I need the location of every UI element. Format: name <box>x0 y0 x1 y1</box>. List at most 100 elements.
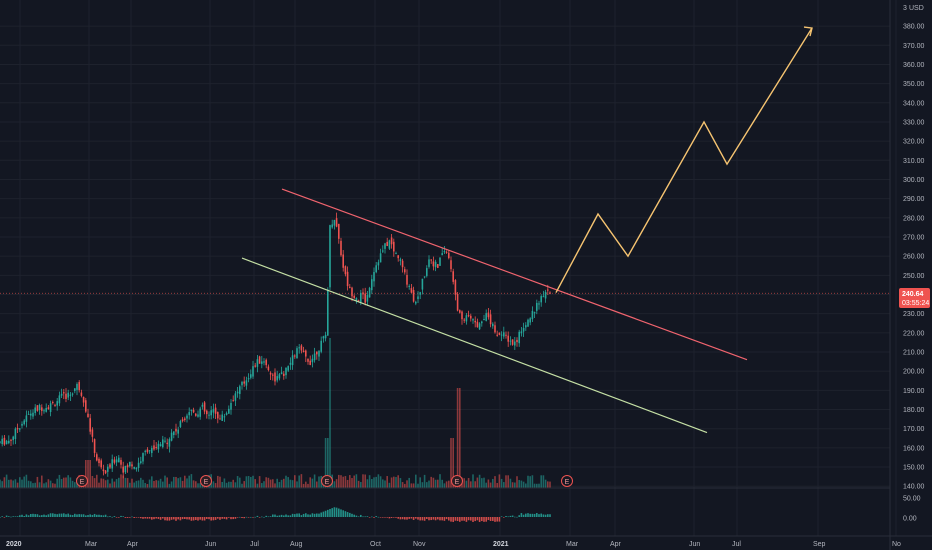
volume-bar <box>102 478 105 488</box>
candle-body <box>45 407 47 412</box>
price-tick-label: 380.00 <box>903 24 925 31</box>
volume-bar <box>254 479 256 488</box>
volume-bar <box>474 481 476 488</box>
oscillator-bar <box>294 514 296 517</box>
volume-bar <box>228 481 230 488</box>
oscillator-bar <box>107 516 109 518</box>
candle-body <box>265 359 267 366</box>
volume-bar <box>118 477 120 488</box>
oscillator-bar <box>164 517 166 521</box>
candle-body <box>379 253 382 263</box>
oscillator-bar <box>331 508 333 517</box>
earnings-marker[interactable]: E <box>200 475 212 487</box>
upper-trendline[interactable] <box>281 188 748 361</box>
volume-bar <box>463 478 465 488</box>
candle-body <box>335 218 338 227</box>
volume-bar <box>459 388 461 488</box>
volume-bar <box>353 475 355 488</box>
oscillator-axis[interactable]: 50.00 0.00 <box>903 496 921 523</box>
oscillator-bar <box>45 515 47 517</box>
oscillator-bar <box>16 516 19 517</box>
oscillator-bar <box>399 517 402 520</box>
volume-bar <box>217 475 219 488</box>
oscillator-bar <box>168 517 171 521</box>
price-tick-label: 270.00 <box>903 234 925 241</box>
candle-body <box>542 296 545 298</box>
volume-bar <box>533 483 536 488</box>
oscillator-bar <box>549 514 551 517</box>
earnings-marker[interactable]: E <box>561 475 573 487</box>
volume-bar <box>397 475 399 488</box>
time-tick-label: Aug <box>290 541 303 548</box>
oscillator-bar <box>76 514 78 517</box>
volume-bar <box>85 460 87 488</box>
volume-bar <box>298 475 300 488</box>
candle-body <box>423 276 426 278</box>
volume-bar <box>10 479 12 488</box>
candle-body <box>485 313 487 321</box>
candle-body <box>140 461 142 463</box>
volume-bar <box>168 483 171 488</box>
candle-body <box>349 286 351 288</box>
candle-body <box>19 428 21 430</box>
candle-body <box>146 449 149 453</box>
oscillator-bar <box>441 517 443 521</box>
earnings-marker[interactable]: E <box>321 475 333 487</box>
candle-body <box>74 388 76 391</box>
oscillator-bar <box>267 516 270 518</box>
oscillator-bar <box>223 517 226 519</box>
candle-body <box>353 295 355 299</box>
time-tick-label: 2020 <box>6 541 22 548</box>
oscillator-bar <box>10 516 12 518</box>
oscillator-bar <box>148 517 151 519</box>
earnings-marker[interactable]: E <box>451 475 463 487</box>
oscillator-bar <box>461 517 463 521</box>
candle-body <box>60 393 63 396</box>
candle-body <box>507 335 509 342</box>
candle-body <box>78 382 80 391</box>
time-axis[interactable]: 2020 Mar Apr Jun Jul Aug Oct Nov 2021 Mar Apr Jun Ju… <box>6 541 901 548</box>
volume-bar <box>243 481 245 488</box>
oscillator-bar <box>38 515 41 517</box>
candle-body <box>355 298 358 301</box>
volume-bar <box>146 483 149 488</box>
oscillator-bar <box>87 515 89 517</box>
volume-bar <box>467 478 470 488</box>
candle-body <box>452 271 454 282</box>
price-tick-label: 250.00 <box>903 273 925 280</box>
oscillator-bar <box>14 516 17 518</box>
oscillator-bar <box>34 514 36 517</box>
oscillator-bar <box>236 517 239 518</box>
oscillator-bar <box>250 516 252 518</box>
oscillator-bar <box>518 515 520 517</box>
oscillator-bar <box>261 516 263 518</box>
volume-bar <box>162 481 164 488</box>
drawing-tools[interactable] <box>241 26 813 434</box>
volume-bar <box>426 482 428 488</box>
volume-bar <box>261 483 263 488</box>
oscillator-bar <box>274 514 276 517</box>
candle-body <box>364 293 366 303</box>
candle-body <box>21 423 23 426</box>
volume-bar <box>340 475 342 488</box>
volume-bar <box>494 476 496 488</box>
volume-bar <box>1 481 3 488</box>
candle-body <box>241 381 243 386</box>
earnings-marker-circle <box>76 475 88 487</box>
candle-body <box>195 413 197 416</box>
projection-path[interactable] <box>555 27 813 293</box>
lower-trendline[interactable] <box>241 257 708 434</box>
volume-bar <box>63 477 65 488</box>
oscillator-bar <box>177 517 179 520</box>
oscillator-bar <box>390 517 393 518</box>
earnings-marker[interactable]: E <box>76 475 88 487</box>
oscillator-bar <box>459 517 461 522</box>
candle-body <box>56 401 58 406</box>
oscillator-bar <box>1 516 3 517</box>
candle-body <box>102 469 105 472</box>
volume-bar <box>511 482 514 488</box>
volume-bar <box>305 481 307 488</box>
